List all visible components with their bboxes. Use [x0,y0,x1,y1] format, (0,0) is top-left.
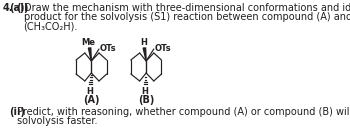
Text: solvolysis faster.: solvolysis faster. [17,116,98,126]
Text: H: H [140,38,147,47]
Text: (A): (A) [83,95,100,105]
Text: Predict, with reasoning, whether compound (A) or compound (B) will undergo: Predict, with reasoning, whether compoun… [17,107,350,117]
Text: OTs: OTs [154,44,171,53]
Text: OTs: OTs [100,44,116,53]
Text: product for the solvolysis (S̄1) reaction between compound (A) and acetic acid: product for the solvolysis (S̄1) reactio… [23,12,350,22]
Text: (CH₃CO₂H).: (CH₃CO₂H). [23,21,78,31]
Text: (i): (i) [16,3,29,13]
Text: Me: Me [82,38,96,47]
Text: 4.: 4. [2,3,13,13]
Text: H: H [87,87,93,96]
Polygon shape [143,48,146,61]
Text: (a): (a) [9,3,24,13]
Text: (ii): (ii) [9,107,25,117]
Text: (B): (B) [138,95,154,105]
Polygon shape [89,48,91,61]
Text: H: H [141,87,148,96]
Text: Draw the mechanism with three-dimensional conformations and identify the: Draw the mechanism with three-dimensiona… [23,3,350,13]
